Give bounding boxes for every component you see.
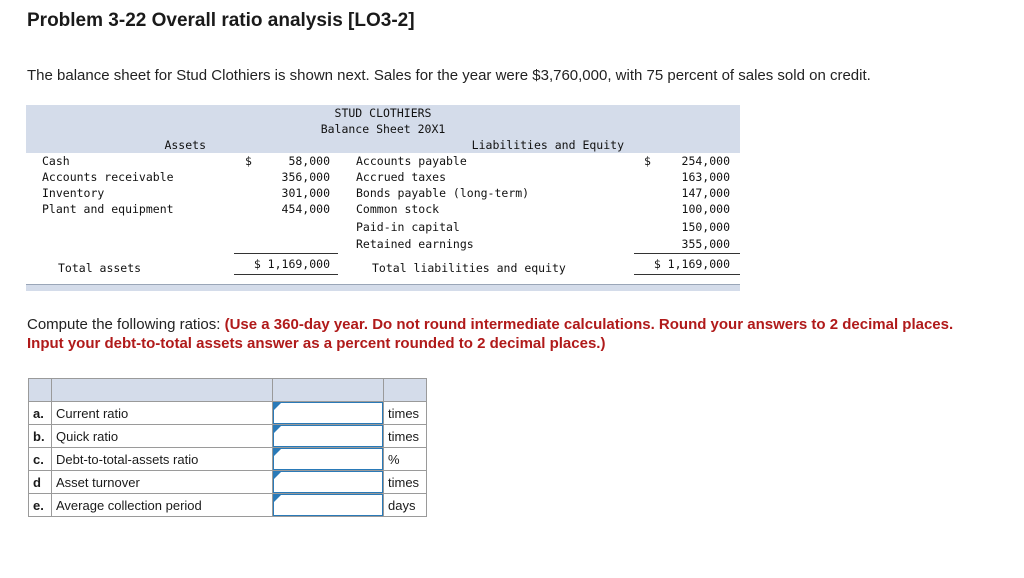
asset-value: 58,000 xyxy=(288,154,330,168)
row-label: Quick ratio xyxy=(51,424,273,448)
row-letter: b. xyxy=(28,424,52,448)
instructions: Compute the following ratios: (Use a 360… xyxy=(27,315,987,353)
liability-value: 163,000 xyxy=(681,170,730,184)
problem-title: Problem 3-22 Overall ratio analysis [LO3… xyxy=(27,10,415,31)
asset-turnover-input[interactable] xyxy=(273,471,383,493)
total-assets-label: Total assets xyxy=(58,261,142,275)
asset-value: 356,000 xyxy=(281,170,330,184)
row-letter: a. xyxy=(28,401,52,425)
row-letter: c. xyxy=(28,447,52,471)
liability-value: 100,000 xyxy=(681,202,730,216)
table-row: d Asset turnover times xyxy=(28,470,427,494)
table-row: b. Quick ratio times xyxy=(28,424,427,448)
row-letter: d xyxy=(28,470,52,494)
assets-header: Assets xyxy=(164,138,206,152)
liability-value: 147,000 xyxy=(681,186,730,200)
average-collection-period-input[interactable] xyxy=(273,494,383,516)
row-label: Current ratio xyxy=(51,401,273,425)
liability-label: Paid-in capital xyxy=(356,220,460,234)
liability-value: 254,000 xyxy=(681,154,730,168)
sheet-subtitle: Balance Sheet 20X1 xyxy=(320,122,446,136)
asset-label: Cash xyxy=(42,154,70,168)
row-label: Average collection period xyxy=(51,493,273,517)
quick-ratio-input[interactable] xyxy=(273,425,383,447)
total-assets-underline xyxy=(234,274,338,275)
liability-value: 150,000 xyxy=(681,220,730,234)
total-assets-rule xyxy=(234,253,338,254)
current-ratio-input[interactable] xyxy=(273,402,383,424)
row-unit: times xyxy=(383,470,427,494)
liability-label: Accounts payable xyxy=(356,154,467,168)
balance-sheet-subheader xyxy=(26,137,740,153)
balance-sheet: STUD CLOTHIERS Balance Sheet 20X1 Assets… xyxy=(26,105,740,291)
instructions-lead: Compute the following ratios: xyxy=(27,316,225,333)
total-liabilities-label: Total liabilities and equity xyxy=(372,261,566,275)
row-unit: days xyxy=(383,493,427,517)
table-header-row xyxy=(28,378,427,402)
liability-label: Retained earnings xyxy=(356,237,474,251)
dollar-sign: $ xyxy=(245,154,252,168)
row-unit: % xyxy=(383,447,427,471)
dollar-sign: $ xyxy=(644,154,651,168)
asset-label: Accounts receivable xyxy=(42,170,174,184)
asset-label: Inventory xyxy=(42,186,105,200)
problem-intro: The balance sheet for Stud Clothiers is … xyxy=(27,67,871,84)
total-liabilities-rule xyxy=(634,253,740,254)
total-assets-value: $ 1,169,000 xyxy=(253,257,330,271)
balance-sheet-header xyxy=(26,105,740,137)
table-row: a. Current ratio times xyxy=(28,401,427,425)
asset-label: Plant and equipment xyxy=(42,202,174,216)
debt-to-total-assets-input[interactable] xyxy=(273,448,383,470)
total-liabilities-value: $ 1,169,000 xyxy=(653,257,730,271)
liability-label: Common stock xyxy=(356,202,440,216)
row-letter: e. xyxy=(28,493,52,517)
ratio-answer-table: a. Current ratio times b. Quick ratio ti… xyxy=(28,378,427,517)
liabilities-header: Liabilities and Equity xyxy=(471,138,624,152)
total-liabilities-underline xyxy=(634,274,740,275)
balance-sheet-footer-bar xyxy=(26,284,740,291)
row-label: Debt-to-total-assets ratio xyxy=(51,447,273,471)
asset-value: 301,000 xyxy=(281,186,330,200)
row-label: Asset turnover xyxy=(51,470,273,494)
table-row: c. Debt-to-total-assets ratio % xyxy=(28,447,427,471)
asset-value: 454,000 xyxy=(281,202,330,216)
liability-value: 355,000 xyxy=(681,237,730,251)
row-unit: times xyxy=(383,424,427,448)
table-row: e. Average collection period days xyxy=(28,493,427,517)
liability-label: Bonds payable (long-term) xyxy=(356,186,530,200)
instructions-emphasis: (Use a 360-day year. Do not round interm… xyxy=(27,316,954,352)
liability-label: Accrued taxes xyxy=(356,170,447,184)
company-name: STUD CLOTHIERS xyxy=(334,106,432,120)
row-unit: times xyxy=(383,401,427,425)
